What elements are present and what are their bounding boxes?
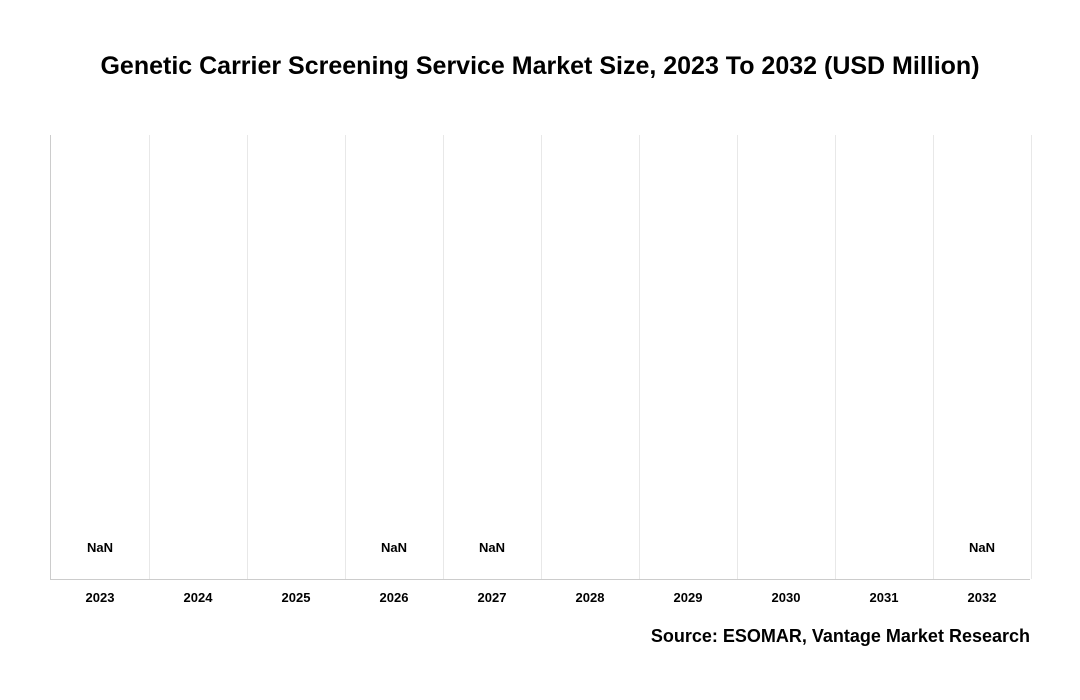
- gridline: [443, 135, 444, 579]
- x-axis-label: 2032: [933, 590, 1031, 605]
- gridline: [247, 135, 248, 579]
- gridline: [541, 135, 542, 579]
- gridline: [1031, 135, 1032, 579]
- x-axis-label: 2031: [835, 590, 933, 605]
- gridline: [835, 135, 836, 579]
- x-axis-label: 2028: [541, 590, 639, 605]
- gridline: [149, 135, 150, 579]
- gridline: [639, 135, 640, 579]
- gridline: [933, 135, 934, 579]
- x-axis-label: 2023: [51, 590, 149, 605]
- x-axis-label: 2025: [247, 590, 345, 605]
- bar-value-label: NaN: [933, 540, 1031, 555]
- bar-value-label: NaN: [345, 540, 443, 555]
- x-axis-label: 2027: [443, 590, 541, 605]
- x-axis-label: 2030: [737, 590, 835, 605]
- chart-plot-area: NaN202320242025NaN2026NaN202720282029203…: [50, 135, 1030, 580]
- gridline: [345, 135, 346, 579]
- bar-value-label: NaN: [443, 540, 541, 555]
- x-axis-label: 2026: [345, 590, 443, 605]
- chart-title: Genetic Carrier Screening Service Market…: [50, 52, 1030, 81]
- bar-value-label: NaN: [51, 540, 149, 555]
- x-axis-label: 2029: [639, 590, 737, 605]
- gridline: [737, 135, 738, 579]
- x-axis-label: 2024: [149, 590, 247, 605]
- chart-source: Source: ESOMAR, Vantage Market Research: [651, 626, 1030, 647]
